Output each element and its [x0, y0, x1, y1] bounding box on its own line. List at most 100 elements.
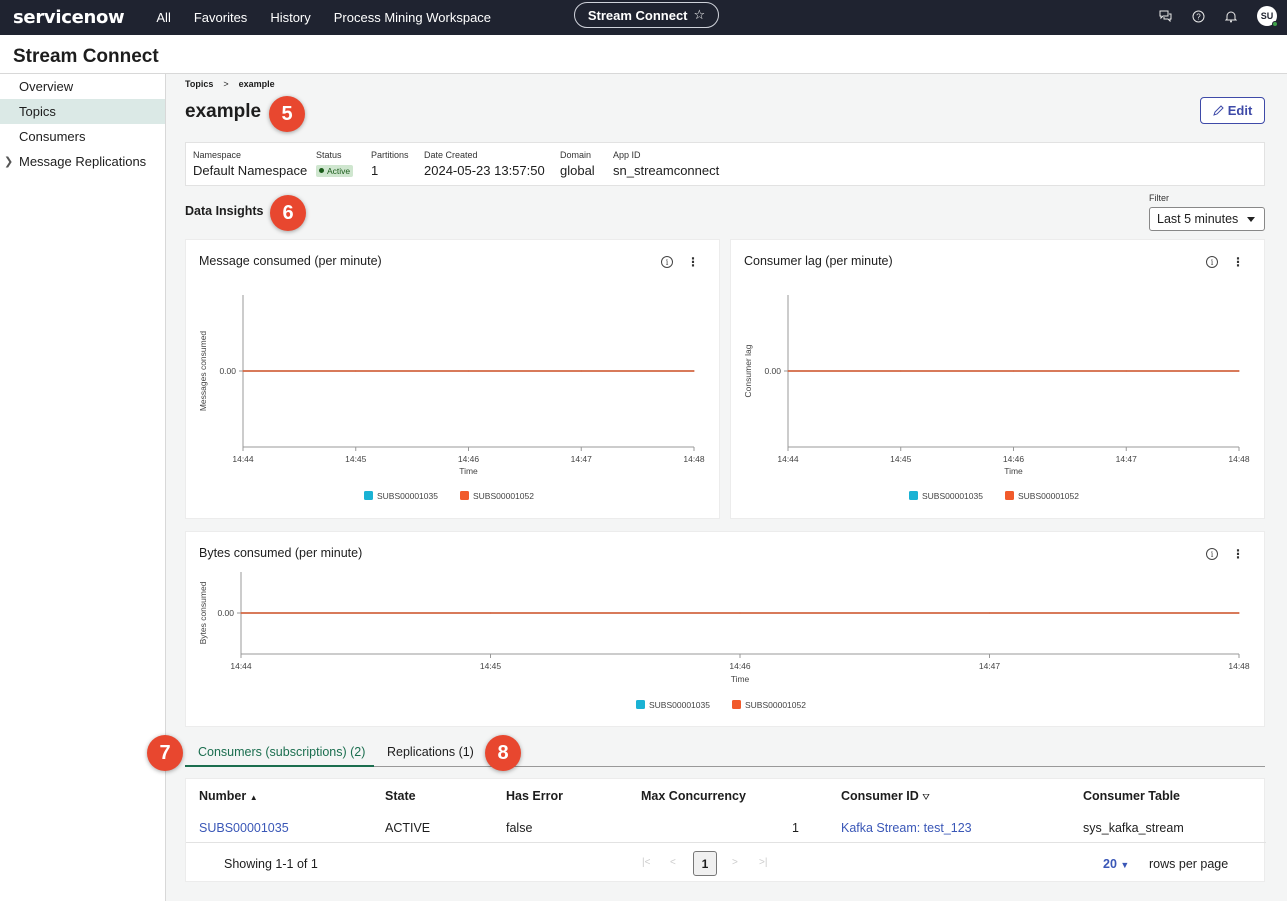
data-point-SUBS00001052	[355, 370, 357, 372]
chevron-right-icon: >	[223, 79, 229, 89]
x-tick-label: 14:47	[979, 661, 1001, 671]
data-point-SUBS00001052	[693, 370, 695, 372]
info-icon[interactable]: i	[661, 256, 673, 268]
filter-select[interactable]: Last 5 minutes	[1149, 207, 1265, 231]
cell-number-link[interactable]: SUBS00001035	[199, 821, 289, 835]
sidebar-item-topics[interactable]: Topics	[0, 99, 165, 124]
data-point-SUBS00001052	[1012, 370, 1015, 372]
x-tick-label: 14:46	[729, 661, 751, 671]
col-header-max-concurrency[interactable]: Max Concurrency	[641, 789, 746, 803]
prev-page-icon[interactable]: <	[670, 857, 676, 868]
data-point-SUBS00001052	[739, 612, 741, 614]
filter-icon[interactable]: ⛛	[922, 792, 930, 802]
edit-button[interactable]: Edit	[1200, 97, 1265, 124]
legend-label: SUBS00001035	[922, 491, 983, 501]
x-tick-label: 14:48	[683, 454, 705, 464]
col-header-number[interactable]: Number ▲	[199, 789, 258, 803]
breadcrumb-topics[interactable]: Topics	[185, 79, 214, 89]
annotation-badge-7: 7	[147, 735, 183, 771]
status-badge: Active	[316, 164, 354, 177]
filter-value: Last 5 minutes	[1157, 212, 1239, 226]
more-vertical-icon[interactable]: ⋮	[687, 255, 699, 269]
col-header-label: Number	[199, 789, 247, 803]
user-avatar[interactable]: SU	[1257, 6, 1278, 27]
data-point-SUBS00001052	[467, 370, 470, 372]
col-header-has-error[interactable]: Has Error	[506, 789, 563, 803]
domain-value: global	[560, 163, 595, 178]
legend-label: SUBS00001052	[473, 491, 534, 501]
row-divider	[186, 842, 1266, 843]
col-header-state[interactable]: State	[385, 789, 416, 803]
topic-info-bar: Namespace Default Namespace Status Activ…	[185, 142, 1265, 186]
chart-svg: 14:44 14:45 14:46 14:47 14:48 0.00 Time Message…	[198, 295, 705, 501]
chevron-right-icon[interactable]: ❯	[4, 156, 14, 168]
y-axis-title: Consumer lag	[743, 344, 753, 397]
nav-process-mining[interactable]: Process Mining Workspace	[333, 10, 492, 25]
x-tick-label: 14:48	[1228, 454, 1250, 464]
nav-favorites[interactable]: Favorites	[193, 10, 248, 25]
y-axis-title: Messages consumed	[198, 331, 208, 412]
info-icon[interactable]: i	[1206, 548, 1218, 560]
info-status: Status Active	[316, 150, 354, 178]
rows-per-page-label: rows per page	[1149, 857, 1229, 871]
svg-text:?: ?	[1196, 12, 1201, 21]
sidebar-item-consumers[interactable]: Consumers	[0, 124, 165, 149]
page-button-1[interactable]: 1	[693, 851, 717, 876]
next-page-icon[interactable]: >	[732, 857, 738, 868]
x-tick-label: 14:44	[777, 454, 799, 464]
annotation-badge-6: 6	[270, 195, 306, 231]
x-tick-label: 14:44	[230, 661, 252, 671]
annotation-badge-8: 8	[485, 735, 521, 771]
showing-count: Showing 1-1 of 1	[224, 857, 318, 871]
sort-ascending-icon: ▲	[249, 793, 258, 802]
cell-consumer-id-link[interactable]: Kafka Stream: test_123	[841, 821, 972, 835]
x-tick-label: 14:44	[232, 454, 254, 464]
nav-history[interactable]: History	[270, 10, 311, 25]
star-icon[interactable]: ☆	[693, 7, 706, 22]
col-header-consumer-table[interactable]: Consumer Table	[1083, 789, 1181, 803]
sidebar-item-label: Topics	[19, 104, 56, 119]
chat-icon[interactable]	[1158, 9, 1172, 23]
legend-swatch	[460, 491, 469, 500]
breadcrumb-current: example	[238, 79, 275, 89]
cell-consumer-table: sys_kafka_stream	[1083, 821, 1184, 835]
servicenow-logo[interactable]: servicenow	[13, 7, 125, 28]
first-page-icon[interactable]: |<	[642, 857, 651, 868]
bell-icon[interactable]	[1224, 9, 1238, 23]
col-header-label: Consumer ID	[841, 789, 919, 803]
more-vertical-icon[interactable]: ⋮	[1232, 255, 1244, 269]
data-point-SUBS00001052	[1238, 370, 1240, 372]
tab-replications[interactable]: Replications (1)	[387, 745, 474, 759]
chart-card-messages-consumed: Message consumed (per minute) i ⋮ 14:44 1…	[185, 239, 720, 519]
tab-consumers[interactable]: Consumers (subscriptions) (2)	[198, 745, 366, 759]
x-axis-title: Time	[731, 674, 750, 684]
namespace-value: Default Namespace	[193, 163, 308, 178]
help-icon[interactable]: ?	[1191, 9, 1205, 23]
x-tick-label: 14:48	[1228, 661, 1250, 671]
sidebar-item-overview[interactable]: Overview	[0, 74, 165, 99]
cell-has-error: false	[506, 821, 533, 835]
cell-state: ACTIVE	[385, 821, 431, 835]
legend-label: SUBS00001052	[745, 700, 806, 710]
legend-swatch	[636, 700, 645, 709]
x-tick-label: 14:47	[1116, 454, 1138, 464]
edit-button-label: Edit	[1227, 103, 1253, 118]
caret-down-icon: ▼	[1120, 860, 1130, 870]
more-vertical-icon[interactable]: ⋮	[1232, 547, 1244, 561]
presence-dot	[1272, 21, 1278, 27]
chart-card-consumer-lag: Consumer lag (per minute) i ⋮ 14:44 14:45…	[730, 239, 1265, 519]
rows-per-page-select[interactable]: 20 ▼	[1103, 857, 1129, 871]
chart-actions: i ⋮	[1206, 548, 1244, 560]
sidebar-item-message-replications[interactable]: ❯ Message Replications	[0, 149, 165, 174]
filter-label: Filter	[1149, 193, 1169, 203]
last-page-icon[interactable]: >|	[759, 857, 768, 868]
y-axis-title: Bytes consumed	[198, 581, 208, 644]
data-point-SUBS00001052	[240, 612, 242, 614]
x-tick-label: 14:45	[890, 454, 912, 464]
app-pill-label: Stream Connect	[587, 7, 688, 23]
info-icon[interactable]: i	[1206, 256, 1218, 268]
appid-label: App ID	[613, 150, 641, 160]
nav-all[interactable]: All	[156, 10, 171, 25]
col-header-consumer-id[interactable]: Consumer ID ⛛	[841, 789, 930, 803]
app-pill-stream-connect[interactable]: Stream Connect ☆	[574, 2, 719, 28]
